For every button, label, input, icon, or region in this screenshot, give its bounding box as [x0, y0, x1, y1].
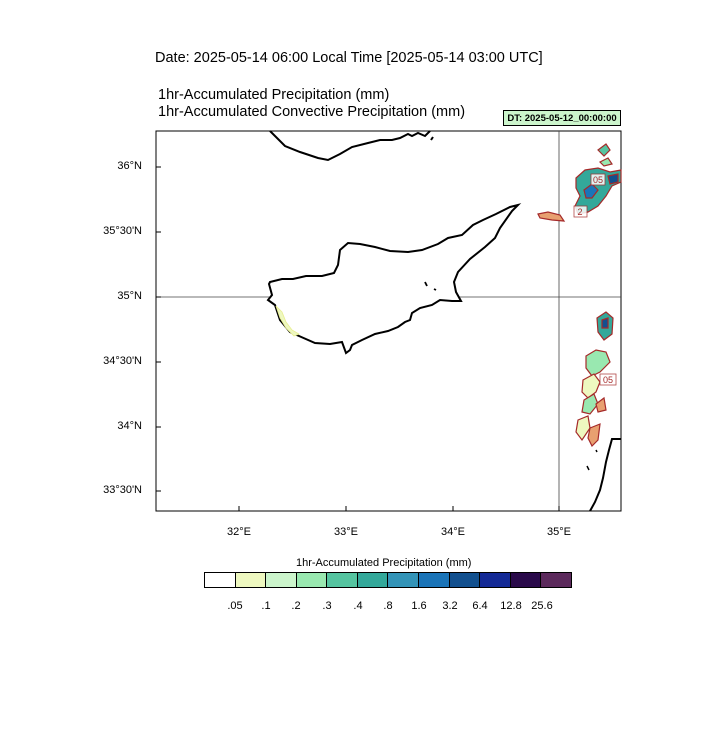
precip-cell: [581, 393, 599, 415]
contour-label: 05: [593, 175, 603, 185]
map-frame: [155, 130, 622, 512]
precip-cell: [607, 173, 619, 185]
convective-precip-title: 1hr-Accumulated Convective Precipitation…: [158, 104, 466, 120]
date-title: Date: 2025-05-14 06:00 Local Time [2025-…: [155, 50, 543, 66]
precip-cluster-northeast: [537, 143, 622, 222]
colorbar-swatch: [357, 573, 389, 587]
precip-cell: [581, 373, 601, 399]
contour-label-3: 05: [599, 373, 617, 386]
lat-label: 36°N: [117, 160, 142, 172]
colorbar-swatch: [510, 573, 542, 587]
precip-cell: [585, 349, 611, 377]
contour-label: 2: [577, 207, 582, 217]
lat-label: 35°30'N: [103, 225, 142, 237]
colorbar-tick: .3: [322, 600, 332, 612]
precip-cell: [587, 423, 601, 448]
cyprus-islet: [433, 288, 437, 291]
lat-label: 35°N: [117, 290, 142, 302]
colorbar-tick: .1: [261, 600, 271, 612]
cyprus-islet: [424, 281, 428, 287]
levant-islet: [595, 449, 598, 453]
colorbar-swatch: [205, 573, 236, 587]
precip-cell: [595, 396, 607, 413]
contour-label: 05: [603, 375, 613, 385]
lat-label: 33°30'N: [103, 484, 142, 496]
lon-label: 33°E: [334, 526, 358, 538]
colorbar-tick: .2: [291, 600, 301, 612]
levant-coastline: [589, 438, 621, 512]
lon-label: 35°E: [547, 526, 571, 538]
lat-label: 34°N: [117, 420, 142, 432]
precip-cell: [597, 143, 611, 157]
levant-islet: [586, 465, 590, 471]
precip-patch-cyprus-west: [275, 305, 300, 337]
colorbar-tick: .8: [383, 600, 393, 612]
colorbar-tick: 3.2: [442, 600, 458, 612]
colorbar-tick: 25.6: [531, 600, 553, 612]
colorbar-swatch: [327, 573, 358, 587]
colorbar-swatch: [419, 573, 450, 587]
colorbar-swatch: [266, 573, 297, 587]
precip-cluster-southeast: [575, 311, 614, 448]
colorbar-tick: 6.4: [472, 600, 488, 612]
turkey-coast-small: [430, 136, 434, 141]
precip-cell: [598, 157, 613, 167]
colorbar-swatch: [449, 573, 481, 587]
colorbar-swatch: [541, 573, 571, 587]
contour-label-2: 2: [573, 205, 588, 218]
colorbar-swatch: [480, 573, 511, 587]
lon-label: 34°E: [441, 526, 465, 538]
colorbar-swatch: [235, 573, 267, 587]
colorbar-swatch: [388, 573, 420, 587]
cyprus-coastline: [266, 203, 522, 355]
precip-cell: [601, 317, 609, 329]
colorbar-tick: .4: [353, 600, 363, 612]
precip-title: 1hr-Accumulated Precipitation (mm): [158, 87, 390, 103]
lat-label: 34°30'N: [103, 355, 142, 367]
colorbar: [204, 572, 572, 588]
colorbar-tick: 12.8: [500, 600, 522, 612]
colorbar-title: 1hr-Accumulated Precipitation (mm): [296, 557, 472, 569]
precip-cell: [575, 415, 591, 442]
axis-ticks: [156, 166, 560, 511]
turkey-coastline: [269, 130, 431, 162]
colorbar-swatch: [296, 573, 328, 587]
colorbar-tick: .05: [227, 600, 243, 612]
dt-label-box: DT: 2025-05-12_00:00:00: [503, 110, 621, 126]
lon-label: 32°E: [227, 526, 251, 538]
colorbar-tick: 1.6: [411, 600, 427, 612]
contour-label-1: 05: [590, 173, 606, 186]
precip-cell: [537, 211, 566, 222]
